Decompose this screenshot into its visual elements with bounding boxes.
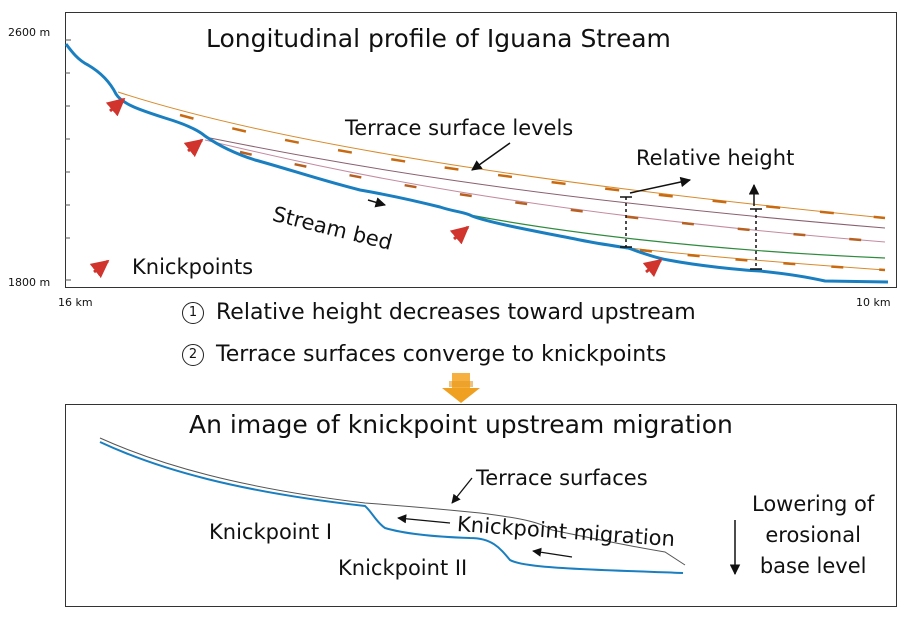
migration-arrow-2 (532, 547, 573, 558)
knickpoint-arrow-2 (183, 138, 204, 158)
statement-1-text: Relative height decreases toward upstrea… (216, 300, 696, 325)
migration-title: An image of knickpoint upstream migratio… (189, 410, 733, 439)
terrace-line-1-dashes (179, 113, 886, 220)
knickpoint-i-label: Knickpoint I (209, 520, 333, 544)
terrace-surface-line (99, 437, 686, 566)
lowering-label-line-2: erosional (765, 523, 861, 547)
lowering-label-line-1: Lowering of (752, 492, 875, 516)
terrace-label-arrow (471, 142, 511, 171)
relative-height-label: Relative height (636, 146, 795, 170)
terrace-line-5 (629, 247, 886, 271)
relative-height-arrow-left (629, 176, 692, 194)
terrace-line-4 (469, 214, 886, 259)
knickpoint-legend-arrow (89, 259, 110, 279)
relative-height-markers (620, 196, 762, 270)
terrace-line-3 (204, 139, 886, 243)
stream-bed-line (64, 43, 889, 284)
knickpoints-legend-label: Knickpoints (132, 255, 254, 279)
statement-2-text: Terrace surfaces converge to knickpoints (216, 342, 667, 367)
transition-arrow-icon (442, 373, 480, 403)
stream-bed-arrow (367, 197, 387, 208)
terrace-line-2 (204, 136, 886, 229)
y-axis-bottom-label: 1800 m (8, 276, 51, 289)
terrace-surfaces-arrow (451, 477, 473, 504)
profile-panel (65, 12, 897, 288)
migration-panel (65, 404, 897, 607)
lower-stream-line (99, 441, 684, 574)
statement-1-number: 1 (182, 302, 204, 324)
knickpoint-arrows (89, 97, 663, 279)
statement-2-number: 2 (182, 344, 204, 366)
terrace-levels-label: Terrace surface levels (345, 116, 574, 140)
x-axis-right-label: 10 km (856, 296, 891, 309)
terrace-surfaces-label: Terrace surfaces (476, 466, 648, 490)
knickpoint-arrow-4 (642, 258, 663, 278)
lowering-label: Lowering of erosional base level (752, 489, 874, 582)
y-axis-ticks (65, 39, 71, 281)
statement-1: 1 Relative height decreases toward upstre… (182, 300, 696, 325)
knickpoint-arrow-3 (449, 225, 470, 245)
x-axis-left-label: 16 km (58, 296, 93, 309)
statement-2: 2 Terrace surfaces converge to knickpoint… (182, 342, 666, 367)
migration-arrow-1 (397, 514, 451, 524)
lowering-label-line-3: base level (759, 554, 867, 578)
terrace-line-1 (117, 91, 886, 219)
knickpoint-arrow-1 (105, 97, 126, 117)
knickpoint-ii-label: Knickpoint II (338, 556, 468, 580)
y-axis-top-label: 2600 m (8, 26, 51, 39)
profile-title: Longitudinal profile of Iguana Stream (206, 24, 671, 53)
terrace-line-3-dashes (239, 150, 886, 244)
